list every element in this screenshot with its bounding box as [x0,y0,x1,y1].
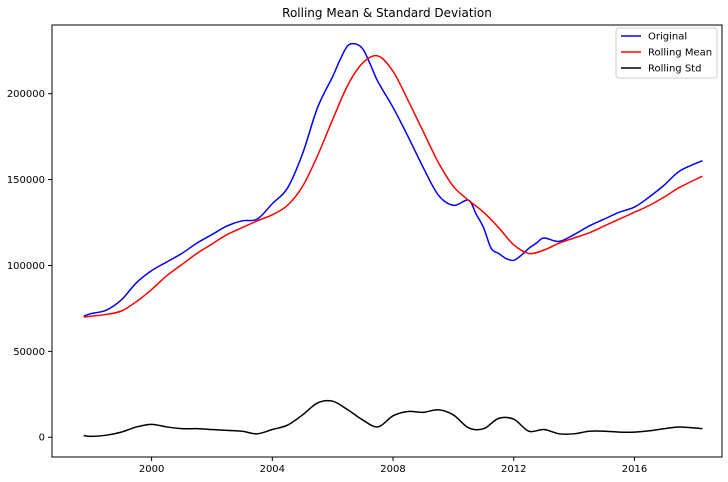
legend-label: Rolling Mean [648,48,712,59]
series-line-original [83,42,703,317]
x-tick-label: 2000 [139,464,164,475]
y-tick-label: 200000 [7,89,45,100]
legend: Original Rolling Mean Rolling Std [615,27,718,79]
series-line-rolling-mean [83,54,703,318]
legend-label: Original [648,32,687,43]
y-tick-label: 50000 [13,347,45,358]
chart-title: Rolling Mean & Standard Deviation [282,6,492,20]
plot-lines [83,42,703,438]
x-tick-label: 2004 [260,464,285,475]
y-tick-label: 100000 [7,261,45,272]
y-tick-label: 0 [39,433,45,444]
x-tick-label: 2012 [501,464,526,475]
y-axis: 0 50000 100000 150000 200000 [7,89,52,444]
legend-label: Rolling Std [648,64,701,75]
x-tick-label: 2008 [380,464,405,475]
x-axis: 2000 2004 2008 2012 2016 [139,457,647,475]
x-tick-label: 2016 [622,464,647,475]
series-line-rolling-std [83,399,703,438]
legend-box [615,27,718,79]
plot-area-frame [51,24,723,458]
y-tick-label: 150000 [7,175,45,186]
